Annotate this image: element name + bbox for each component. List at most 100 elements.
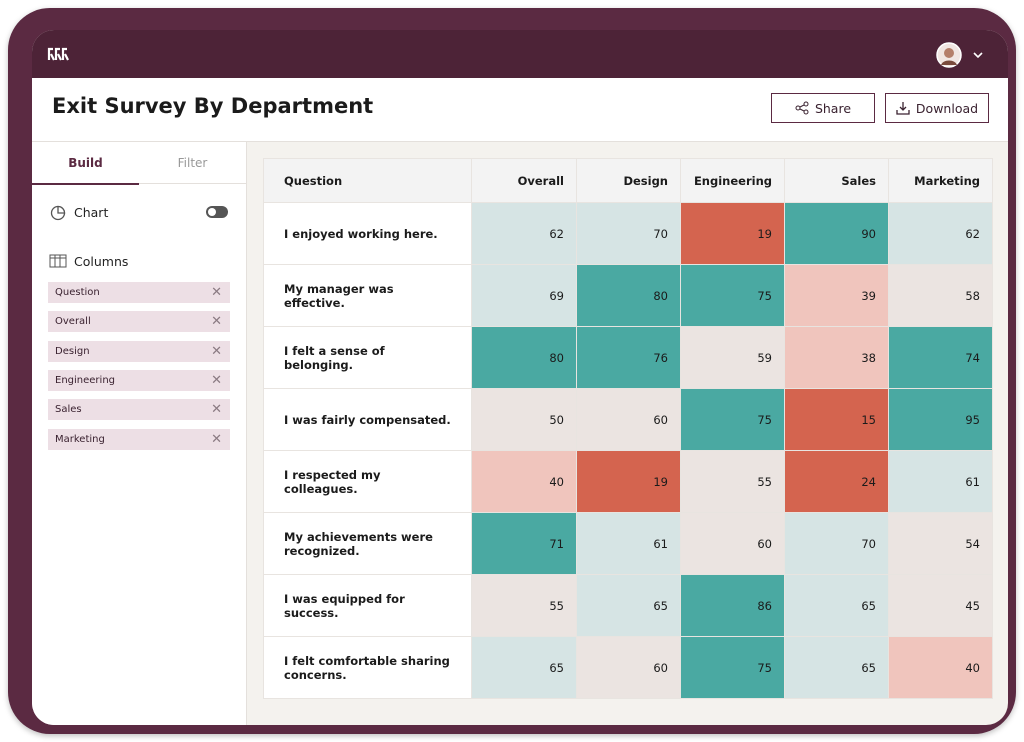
score-cell: 62 [471, 202, 577, 265]
score-cell: 70 [784, 512, 889, 575]
remove-column[interactable]: ✕ [211, 402, 222, 418]
column-header: Question [263, 158, 472, 203]
score-cell: 61 [888, 450, 993, 513]
score-cell: 24 [784, 450, 889, 513]
score-cell: 60 [680, 512, 785, 575]
sidebar: Build Filter Chart Columns Question ✕ Over… [32, 142, 247, 725]
column-chip-label: Overall [55, 316, 91, 328]
download-label: Download [915, 100, 979, 116]
score-cell: 65 [471, 636, 577, 699]
filter-tab[interactable]: Filter [139, 156, 246, 184]
data-table: Question Overall Design Engineering Sales Mar… [263, 158, 993, 699]
chart-icon [50, 205, 66, 221]
score-cell: 70 [576, 202, 681, 265]
question-cell: I felt comfortable sharing concerns. [263, 636, 472, 699]
download-button[interactable]: Download [885, 93, 989, 123]
score-cell: 50 [471, 388, 577, 451]
score-cell: 86 [680, 574, 785, 637]
score-cell: 95 [888, 388, 993, 451]
column-header: Marketing [888, 158, 993, 203]
table-row: I felt a sense of belonging. 80 76 59 38 74 [263, 326, 993, 389]
share-icon [795, 101, 809, 115]
score-cell: 15 [784, 388, 889, 451]
score-cell: 39 [784, 264, 889, 327]
remove-column[interactable]: ✕ [211, 431, 222, 447]
column-header: Sales [784, 158, 889, 203]
question-cell: I enjoyed working here. [263, 202, 472, 265]
question-cell: I felt a sense of belonging. [263, 326, 472, 389]
remove-column[interactable]: ✕ [211, 343, 222, 359]
remove-column[interactable]: ✕ [211, 285, 222, 300]
column-chip-label: Engineering [55, 374, 115, 386]
remove-column[interactable]: ✕ [211, 372, 222, 388]
table-row: My manager was effective. 69 80 75 39 58 [263, 264, 993, 327]
score-cell: 75 [680, 636, 785, 699]
question-cell: My manager was effective. [263, 264, 472, 327]
column-chip-label: Marketing [55, 433, 105, 445]
column-chip: Marketing ✕ [48, 428, 230, 450]
header-row: Question Overall Design Engineering Sales Mar… [263, 158, 993, 203]
score-cell: 55 [680, 450, 785, 513]
logo [47, 47, 69, 61]
score-cell: 60 [576, 388, 681, 451]
remove-column[interactable]: ✕ [211, 314, 222, 330]
score-cell: 76 [576, 326, 681, 389]
table-row: I felt comfortable sharing concerns. 65 60… [263, 636, 993, 699]
column-header: Engineering [680, 158, 785, 203]
score-cell: 61 [576, 512, 681, 575]
score-cell: 45 [888, 574, 993, 637]
column-chip-label: Design [55, 345, 90, 357]
download-icon [896, 102, 910, 115]
score-cell: 69 [471, 264, 577, 327]
score-cell: 38 [784, 326, 889, 389]
column-chip-label: Sales [55, 404, 82, 416]
score-cell: 80 [576, 264, 681, 327]
score-cell: 90 [784, 202, 889, 265]
score-cell: 40 [471, 450, 577, 513]
share-button[interactable]: Share [771, 93, 875, 123]
score-cell: 19 [576, 450, 681, 513]
score-cell: 80 [471, 326, 577, 389]
score-cell: 19 [680, 202, 785, 265]
column-header: Design [576, 158, 681, 203]
user-menu[interactable] [936, 41, 986, 69]
build-tab[interactable]: Build [32, 156, 139, 185]
score-cell: 40 [888, 636, 993, 699]
share-label: Share [814, 100, 852, 116]
table-row: My achievements were recognized. 71 61 60 70… [263, 512, 993, 575]
score-cell: 55 [471, 574, 577, 637]
score-cell: 65 [576, 574, 681, 637]
score-cell: 62 [888, 202, 993, 265]
column-chip: Overall ✕ [48, 311, 230, 333]
score-cell: 58 [888, 264, 993, 327]
score-cell: 75 [680, 264, 785, 327]
score-cell: 54 [888, 512, 993, 575]
chart-toggle[interactable] [206, 206, 228, 218]
score-cell: 65 [784, 574, 889, 637]
column-chip: Question ✕ [48, 282, 230, 303]
score-cell: 65 [784, 636, 889, 699]
columns-icon [49, 254, 67, 268]
score-cell: 74 [888, 326, 993, 389]
score-cell: 71 [471, 512, 577, 575]
columns-label: Columns [74, 254, 129, 269]
question-cell: I was equipped for success. [263, 574, 472, 637]
chart-label: Chart [74, 205, 109, 220]
column-chip: Sales ✕ [48, 399, 230, 421]
column-chip: Engineering ✕ [48, 369, 230, 391]
score-cell: 75 [680, 388, 785, 451]
column-chip: Design ✕ [48, 340, 230, 362]
score-cell: 60 [576, 636, 681, 699]
table-row: I respected my colleagues. 40 19 55 24 61 [263, 450, 993, 513]
screen: Exit Survey By Department Share Download… [32, 30, 1008, 725]
question-cell: My achievements were recognized. [263, 512, 472, 575]
page-header: Exit Survey By Department Share Download [32, 78, 1008, 142]
table-row: I was fairly compensated. 50 60 75 15 95 [263, 388, 993, 451]
column-chip-label: Question [55, 287, 100, 298]
question-cell: I respected my colleagues. [263, 450, 472, 513]
table-row: I was equipped for success. 55 65 86 65 45 [263, 574, 993, 637]
page-title: Exit Survey By Department [52, 94, 374, 118]
score-cell: 59 [680, 326, 785, 389]
column-header: Overall [471, 158, 577, 203]
